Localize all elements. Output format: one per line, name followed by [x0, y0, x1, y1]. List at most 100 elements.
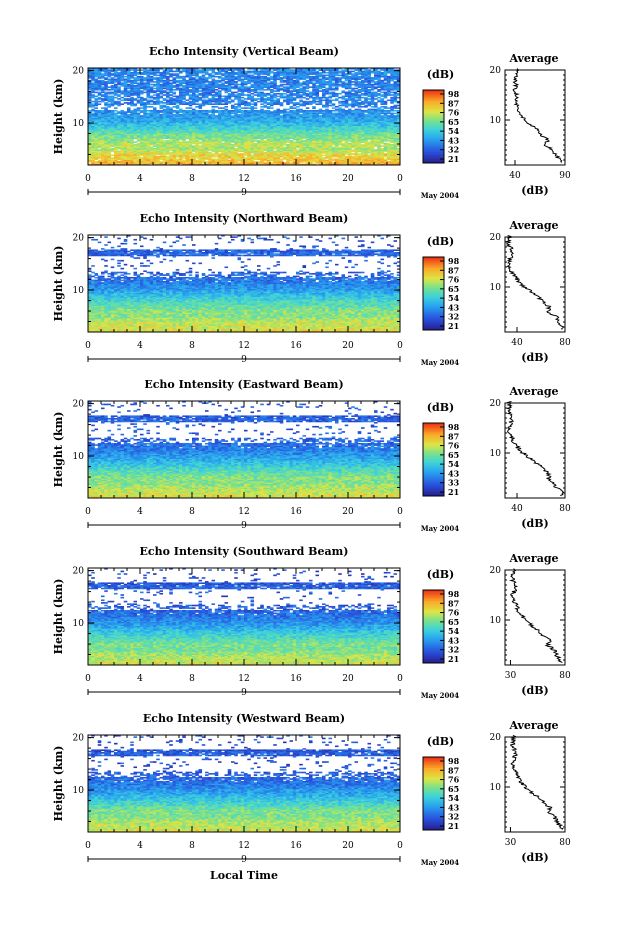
heatmap-cell: [338, 93, 342, 95]
heatmap-cell: [147, 106, 151, 108]
heatmap-cell: [325, 109, 329, 111]
heatmap-cell: [231, 92, 235, 94]
heatmap-cell: [299, 88, 303, 90]
heatmap-cell: [348, 90, 352, 92]
heatmap-cell: [286, 94, 290, 96]
heatmap-cell: [299, 94, 303, 96]
heatmap-cell: [387, 143, 391, 145]
heatmap-cell: [117, 111, 121, 113]
heatmap-cell: [215, 92, 219, 94]
heatmap-cell: [319, 109, 323, 111]
heatmap-cell: [374, 109, 378, 111]
heatmap-cell: [238, 109, 242, 111]
heatmap-cell: [137, 143, 141, 145]
heatmap-cell: [381, 98, 385, 100]
heatmap-cell: [189, 107, 193, 109]
heatmap-cell: [212, 103, 216, 105]
heatmap-cell: [377, 89, 381, 91]
heatmap-cell: [358, 89, 362, 91]
heatmap-cell: [95, 96, 99, 98]
heatmap-cell: [231, 105, 235, 107]
heatmap-cell: [290, 140, 294, 142]
heatmap-cell: [355, 90, 359, 92]
heatmap-cell: [111, 148, 115, 150]
heatmap-cell: [221, 98, 225, 100]
heatmap-cell: [134, 144, 138, 146]
heatmap-cell: [160, 96, 164, 98]
heatmap-cell: [98, 97, 102, 99]
heatmap-cell: [176, 110, 180, 112]
heatmap-cell: [231, 115, 235, 117]
heatmap-cell: [117, 101, 121, 103]
heatmap-cell: [117, 94, 121, 96]
heatmap-cell: [143, 92, 147, 94]
heatmap-cell: [244, 101, 248, 103]
heatmap-cell: [195, 160, 199, 162]
heatmap-cell: [150, 103, 154, 105]
heatmap-cell: [91, 113, 95, 115]
heatmap-cell: [101, 86, 105, 88]
heatmap-cell: [251, 106, 255, 108]
heatmap-cell: [91, 94, 95, 96]
heatmap-cell: [309, 92, 313, 94]
heatmap-cell: [91, 103, 95, 105]
heatmap-cell: [368, 109, 372, 111]
heatmap-cell: [283, 162, 287, 164]
heatmap-cell: [137, 107, 141, 109]
heatmap-cell: [108, 92, 112, 94]
heatmap-cell: [121, 110, 125, 112]
heatmap-cell: [111, 92, 115, 94]
heatmap-cell: [121, 97, 125, 99]
heatmap-cell: [277, 109, 281, 111]
heatmap-cell: [221, 143, 225, 145]
heatmap-cell: [108, 89, 112, 91]
heatmap-cell: [241, 153, 245, 155]
heatmap-cell: [264, 105, 268, 107]
heatmap-cell: [189, 110, 193, 112]
heatmap-cell: [332, 103, 336, 105]
heatmap-cell: [286, 109, 290, 111]
heatmap-cell: [290, 106, 294, 108]
heatmap-cell: [329, 92, 333, 94]
heatmap-cell: [270, 111, 274, 113]
heatmap-cell: [312, 106, 316, 108]
heatmap-cell: [127, 102, 131, 104]
heatmap-cell: [208, 98, 212, 100]
heatmap-cell: [169, 107, 173, 109]
heatmap-cell: [88, 110, 92, 112]
heatmap-cell: [257, 161, 261, 163]
heatmap-cell: [176, 105, 180, 107]
heatmap-cell: [335, 113, 339, 115]
heatmap-cell: [140, 97, 144, 99]
heatmap-cell: [234, 148, 238, 150]
heatmap-cell: [384, 92, 388, 94]
heatmap-cell: [179, 88, 183, 90]
heatmap-cell: [316, 101, 320, 103]
heatmap-cell: [173, 96, 177, 98]
heatmap-cell: [338, 97, 342, 99]
heatmap-cell: [176, 158, 180, 160]
heatmap-cell: [293, 110, 297, 112]
heatmap-cell: [351, 153, 355, 155]
heatmap-cell: [270, 162, 274, 164]
heatmap-cell: [338, 147, 342, 149]
heatmap-cell: [117, 98, 121, 100]
heatmap-cell: [160, 110, 164, 112]
heatmap-cell: [351, 149, 355, 151]
heatmap-cell: [150, 106, 154, 108]
heatmap-cell: [101, 107, 105, 109]
heatmap-cell: [390, 113, 394, 115]
heatmap-cell: [134, 109, 138, 111]
heatmap-cell: [381, 109, 385, 111]
heatmap-cell: [225, 106, 229, 108]
heatmap-cell: [355, 109, 359, 111]
heatmap-cell: [293, 102, 297, 104]
heatmap-cell: [332, 110, 336, 112]
heatmap-cell: [361, 144, 365, 146]
heatmap-cell: [186, 107, 190, 109]
heatmap-cell: [91, 109, 95, 111]
heatmap-cell: [95, 107, 99, 109]
heatmap-cell: [277, 98, 281, 100]
heatmap-cell: [218, 153, 222, 155]
